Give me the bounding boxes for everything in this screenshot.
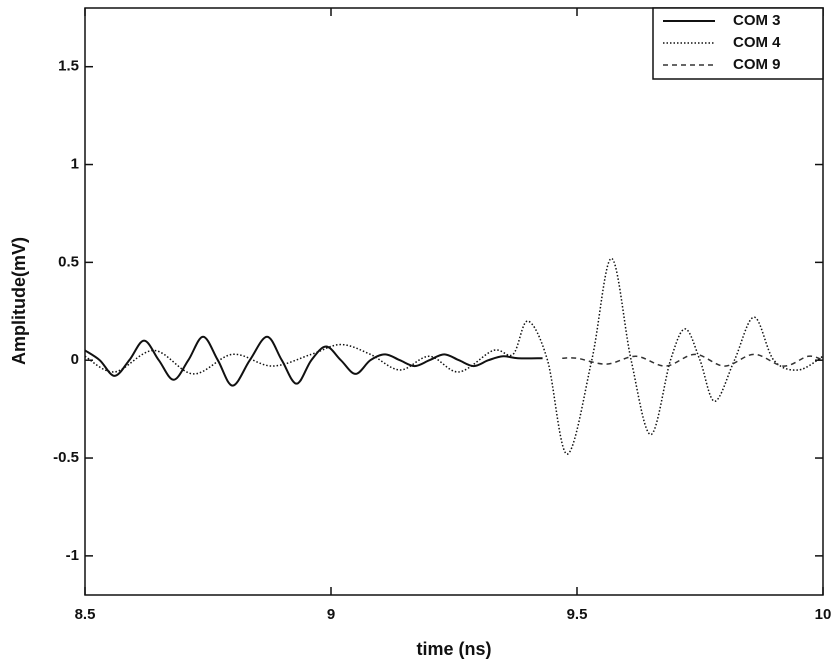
x-tick-label: 9.5	[567, 606, 588, 623]
line-series	[562, 353, 824, 367]
line-series	[84, 335, 543, 387]
x-tick-label: 9	[327, 606, 335, 623]
x-tick-label: 8.5	[75, 606, 96, 623]
legend-label: COM 9	[733, 56, 781, 73]
y-axis-label: Amplitude(mV)	[9, 237, 29, 365]
plot-frame	[84, 7, 824, 596]
legend-label: COM 4	[733, 34, 781, 51]
x-axis-label: time (ns)	[416, 639, 491, 659]
line-series	[84, 257, 824, 455]
y-tick-label: 1	[71, 156, 79, 173]
legend-label: COM 3	[733, 12, 781, 29]
y-tick-label: -1	[66, 547, 79, 564]
y-tick-label: 1.5	[58, 58, 79, 75]
y-tick-label: -0.5	[53, 449, 79, 466]
y-tick-label: 0.5	[58, 253, 79, 270]
x-tick-label: 10	[815, 606, 832, 623]
y-tick-label: 0	[71, 351, 79, 368]
